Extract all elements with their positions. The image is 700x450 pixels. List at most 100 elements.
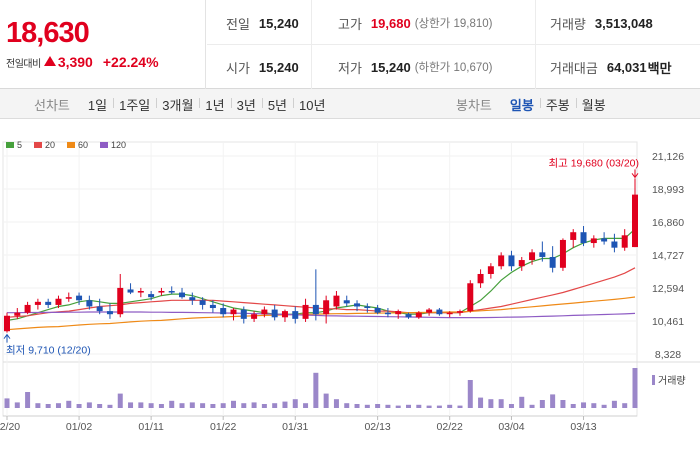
volume-bar: [385, 404, 391, 408]
x-tick-label: 02/13: [364, 421, 390, 433]
tab-10-year[interactable]: 10년: [293, 95, 331, 114]
high-cell: 고가 19,680 (상한가 19,810): [338, 1, 492, 45]
candle-down: [189, 297, 196, 301]
volume-bar: [498, 399, 504, 408]
volume-label: 거래량: [550, 16, 586, 32]
x-tick-label: 01/11: [138, 421, 164, 433]
y-tick-label: 14,727: [652, 250, 684, 262]
tab-monthly[interactable]: 월봉: [575, 95, 612, 114]
volume-bar: [35, 403, 41, 408]
volume-legend-label: 거래량: [658, 376, 686, 387]
candle-up: [456, 311, 463, 313]
volume-bar: [519, 396, 525, 408]
volume-bar: [128, 402, 134, 408]
volume-bar: [447, 404, 453, 408]
lower-limit-value: (하한가 10,670): [414, 62, 493, 74]
tab-1-day[interactable]: 1일: [87, 97, 108, 113]
volume-bar: [158, 404, 164, 408]
divider: [207, 44, 700, 45]
volume-bar: [179, 403, 185, 408]
volume-bar: [426, 405, 432, 408]
candle-up: [137, 291, 144, 293]
candle-down: [611, 241, 618, 248]
volume-bar: [560, 400, 566, 408]
volume-bar: [117, 393, 123, 408]
candlestick-chart-svg: 21,126 18,993 16,860 14,727 12,594 10,461 8,32…: [0, 141, 700, 433]
candle-up: [395, 311, 402, 315]
candle-up: [55, 298, 62, 305]
upper-limit-value: (상한가 19,810): [414, 18, 493, 30]
candle-down: [374, 308, 381, 313]
candle-up: [498, 255, 505, 267]
candle-down: [76, 295, 83, 301]
volume-bar: [148, 403, 154, 408]
candle-down: [292, 311, 299, 319]
candle-up: [415, 312, 422, 318]
candle-down: [168, 291, 175, 293]
candle-down: [240, 309, 247, 319]
y-tick-label: 16,860: [652, 217, 684, 229]
x-tick-label: 12/20: [0, 421, 20, 433]
volume-bar: [395, 405, 401, 408]
volume-bar: [333, 399, 339, 408]
plot-frame: [2, 141, 638, 417]
candle-chart-title: 봉차트: [456, 97, 492, 113]
x-tick-label: 03/13: [570, 421, 596, 433]
tab-3-month[interactable]: 3개월: [156, 95, 199, 114]
volume-bar: [364, 404, 370, 408]
candle-down: [209, 304, 216, 309]
candle-up: [333, 295, 340, 307]
change-rate: +22.24%: [102, 54, 159, 70]
candle-down: [148, 294, 155, 298]
low-label: 저가: [338, 60, 362, 76]
y-tick-label: 8,328: [655, 349, 681, 361]
candle-up: [487, 266, 494, 274]
tab-1-year[interactable]: 1년: [199, 95, 230, 114]
candle-down: [364, 306, 371, 309]
prev-close-cell: 전일 15,240: [226, 1, 299, 45]
candle-down: [601, 238, 608, 242]
volume-legend: 거래량: [652, 372, 686, 387]
volume-bar: [416, 404, 422, 408]
ma-line-60: [6, 296, 636, 331]
x-tick-label: 01/31: [282, 421, 308, 433]
ma-legend-swatch: [100, 142, 109, 148]
volume-bar: [251, 402, 257, 408]
tab-5-year[interactable]: 5년: [261, 95, 293, 114]
volume-bar: [86, 402, 92, 408]
volume-bar: [375, 404, 381, 408]
volume-bar: [570, 404, 576, 408]
min-price-label: 최저 9,710 (12/20): [6, 345, 91, 357]
candle-up: [158, 291, 165, 293]
tab-3-year[interactable]: 3년: [230, 95, 262, 114]
candle-up: [426, 309, 433, 313]
ma-line-120: [7, 311, 636, 319]
x-tick-label: 01/22: [210, 421, 236, 433]
candle-up: [323, 300, 330, 315]
candle-down: [580, 232, 587, 244]
open-value: 15,240: [258, 59, 299, 75]
prev-close-value: 15,240: [258, 15, 299, 31]
tab-weekly[interactable]: 주봉: [539, 95, 576, 114]
max-arrow-icon: [631, 173, 639, 179]
candle-down: [106, 311, 113, 315]
moving-average-legend: 5 20 60 120: [6, 140, 138, 150]
candle-up: [24, 304, 31, 313]
price-change-row: 전일대비 3,390 +22.24%: [6, 54, 159, 70]
volume-bar: [66, 400, 72, 408]
amount-value: 64,031: [606, 59, 647, 75]
candle-chart-tabs: 봉차트 일봉 주봉 월봉: [456, 89, 612, 119]
tab-daily[interactable]: 일봉: [509, 97, 534, 113]
volume-bar: [138, 402, 144, 408]
volume-cell: 거래량 3,513,048: [550, 1, 653, 45]
candle-up: [590, 238, 597, 244]
candle-down: [127, 289, 134, 293]
open-label: 시가: [226, 60, 250, 76]
candle-down: [354, 303, 361, 307]
candle-up: [65, 297, 72, 299]
volume-bar: [436, 405, 442, 408]
tab-1-week[interactable]: 1주일: [113, 95, 156, 114]
candle-down: [199, 300, 206, 305]
current-price: 18,630: [6, 17, 90, 49]
volume-bar: [611, 400, 617, 408]
